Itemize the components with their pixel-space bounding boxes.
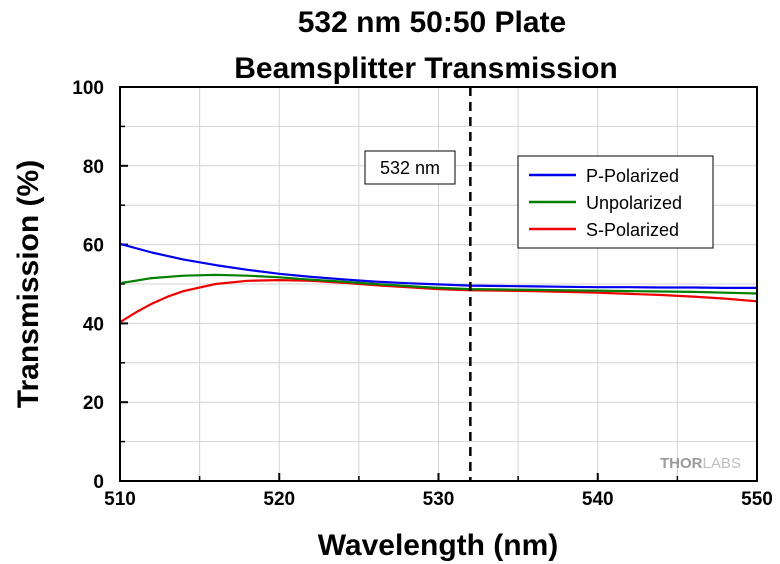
plot-frame	[119, 86, 758, 482]
logo-part-thor: THOR	[660, 455, 703, 472]
series-layer	[119, 242, 758, 324]
x-tick-label: 510	[104, 489, 136, 510]
annotation-label-532nm: 532 nm	[380, 158, 440, 178]
y-tick-labels: 0 20 40 60 80 100	[72, 78, 104, 493]
y-tick-label: 40	[83, 314, 104, 335]
x-tick-label: 520	[263, 489, 295, 510]
y-tick-label: 0	[93, 472, 104, 493]
svg-text:THORLABS: THORLABS	[660, 455, 741, 472]
series-line-s-polarized	[119, 279, 758, 324]
annotation-label-box: 532 nm	[364, 150, 456, 185]
x-tick-labels: 510 520 530 540 550	[104, 489, 773, 510]
y-tick-label: 60	[83, 236, 104, 257]
x-tick-label: 540	[582, 489, 614, 510]
y-tick-label: 80	[83, 157, 104, 178]
series-line-unpolarized	[119, 273, 758, 295]
legend-label-p-polarized: P-Polarized	[586, 166, 679, 186]
legend-label-unpolarized: Unpolarized	[586, 193, 682, 213]
y-axis-title: Transmission (%)	[12, 160, 45, 408]
chart-title-line-2: Beamsplitter Transmission	[234, 52, 617, 85]
series-line-p-polarized	[119, 242, 757, 289]
legend: P-Polarized Unpolarized S-Polarized	[517, 155, 714, 249]
x-tick-label: 530	[423, 489, 455, 510]
y-tick-label: 100	[72, 78, 104, 99]
legend-label-s-polarized: S-Polarized	[586, 220, 679, 240]
annotation-label-frame	[364, 150, 456, 185]
thorlabs-logo: THORLABS	[660, 455, 741, 472]
x-axis-title: Wavelength (nm)	[318, 529, 559, 562]
y-tick-label: 20	[83, 393, 104, 414]
x-tick-label: 550	[741, 489, 773, 510]
logo-part-labs: LABS	[703, 455, 741, 472]
chart-title-line-1: 532 nm 50:50 Plate	[298, 6, 567, 39]
